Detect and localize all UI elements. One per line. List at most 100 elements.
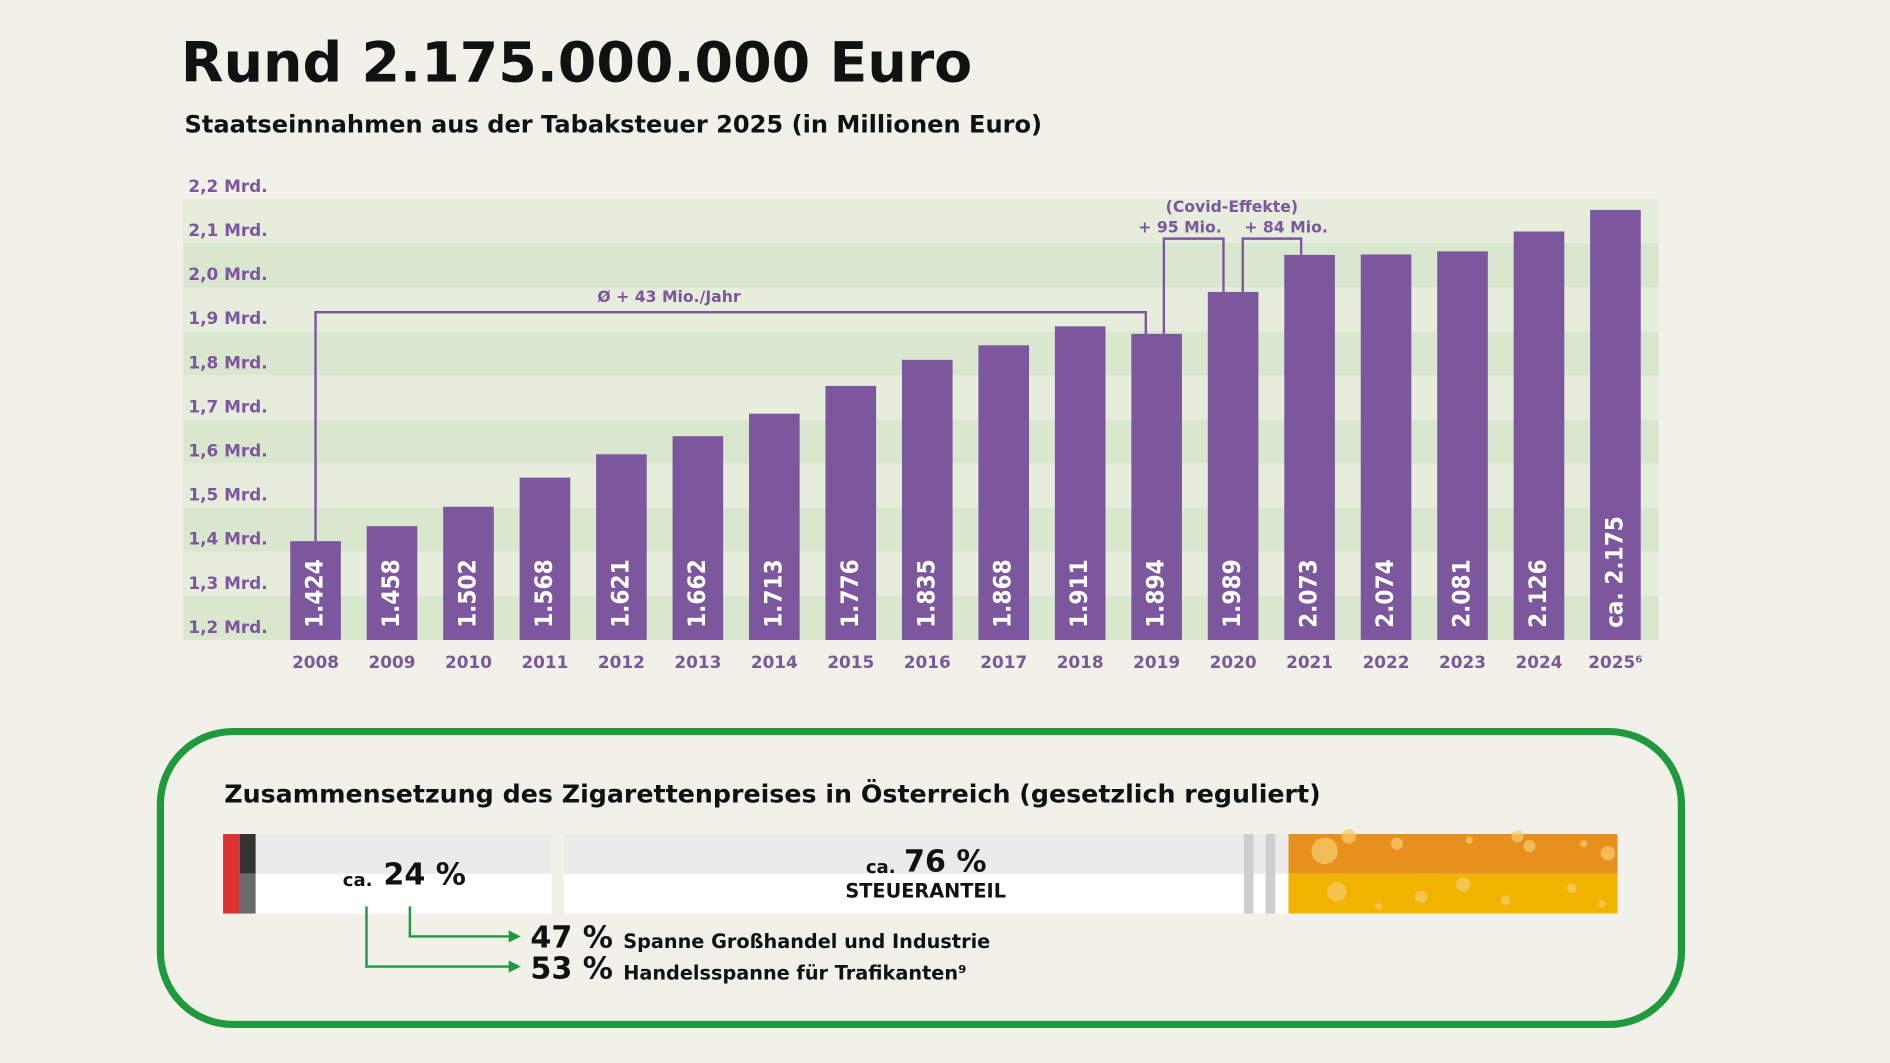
breakdown-frame <box>156 727 1686 1029</box>
filter-dot <box>1500 895 1511 906</box>
bar <box>519 477 571 640</box>
y-tick-label: 2,2 Mrd. <box>188 176 267 196</box>
value-label: ca. 2.175 <box>1600 516 1628 628</box>
bar <box>978 345 1030 640</box>
value-label: 2.081 <box>1448 559 1476 628</box>
paper-strip <box>1265 834 1276 914</box>
title: Rund 2.175.000.000 Euro <box>181 31 972 95</box>
value-label: 1.868 <box>989 559 1017 628</box>
x-tick-label: 2012 <box>598 652 645 672</box>
x-tick-label: 2013 <box>674 652 721 672</box>
plot: 1,2 Mrd. 1,3 Mrd. 1,4 Mrd. 1,5 Mrd. 1,6 Mrd.… <box>188 176 1642 672</box>
bar <box>443 506 494 640</box>
grid-band <box>183 242 1659 288</box>
filter-dot <box>1415 890 1428 903</box>
annotation: (Covid-Effekte) <box>1166 197 1298 216</box>
bar <box>1437 251 1488 640</box>
x-tick-label: 2015 <box>827 652 874 672</box>
filter-dot <box>1327 882 1347 902</box>
bar <box>1054 326 1106 640</box>
x-tick-label: 2018 <box>1057 652 1104 672</box>
filter-dot <box>1580 840 1588 848</box>
y-tick-label: 1,9 Mrd. <box>188 308 267 328</box>
bar <box>672 436 724 640</box>
filter-dot <box>1598 900 1606 908</box>
split-text: Spanne Großhandel und Industrie <box>623 930 990 953</box>
bar <box>1284 254 1335 640</box>
x-tick-label: 2023 <box>1439 652 1486 672</box>
segment-top <box>223 834 552 874</box>
subtitle: Staatseinnahmen aus der Tabaksteuer 2025… <box>185 110 1043 138</box>
annotation: + 95 Mio. <box>1138 217 1221 236</box>
share-label: 76 % <box>904 844 987 879</box>
split-text: Handelsspanne für Trafikanten⁹ <box>623 961 966 984</box>
filter-dot <box>1523 840 1536 853</box>
share-prefix: ca. <box>343 870 373 891</box>
value-label: 1.989 <box>1218 559 1246 628</box>
value-label: 1.502 <box>453 559 481 628</box>
dark-strip <box>239 834 256 874</box>
annotation: Ø + 43 Mio./Jahr <box>597 287 740 306</box>
y-tick-label: 1,2 Mrd. <box>188 617 267 637</box>
value-label: 2.073 <box>1295 559 1323 628</box>
y-tick-label: 1,8 Mrd. <box>188 352 267 372</box>
grid-band <box>183 287 1659 332</box>
y-tick-label: 1,4 Mrd. <box>188 529 267 549</box>
value-label: 1.776 <box>836 559 864 628</box>
red-strip <box>223 834 240 914</box>
value-label: 1.835 <box>912 559 940 628</box>
bar <box>749 413 800 640</box>
value-label: 1.713 <box>759 559 787 628</box>
filter-dot <box>1390 837 1403 850</box>
split-label: 53 % <box>530 952 613 987</box>
bar <box>1207 291 1259 640</box>
filter-top <box>1288 834 1618 874</box>
share-label: 24 % <box>383 858 466 893</box>
x-tick-label: 2025⁶ <box>1588 652 1642 672</box>
filter-dot <box>1465 836 1473 844</box>
paper-strip <box>1243 834 1254 914</box>
x-tick-label: 2011 <box>521 652 568 672</box>
value-label: 1.621 <box>606 559 634 628</box>
filter-dot <box>1375 902 1383 910</box>
arrow-head <box>508 930 521 943</box>
split-arrow <box>365 906 516 968</box>
filter-dot <box>1511 830 1524 843</box>
bar <box>1513 231 1565 640</box>
value-label: 2.074 <box>1371 559 1399 628</box>
annotation: + 84 Mio. <box>1244 217 1327 236</box>
y-tick-label: 1,3 Mrd. <box>188 573 267 593</box>
split-label: 47 % <box>530 920 613 955</box>
split-arrow <box>408 906 516 938</box>
value-label: 1.911 <box>1065 559 1093 628</box>
annotation-bracket <box>1241 237 1303 292</box>
x-tick-label: 2009 <box>369 652 416 672</box>
x-tick-label: 2022 <box>1363 652 1410 672</box>
x-tick-label: 2024 <box>1516 652 1563 672</box>
bar <box>825 385 877 640</box>
value-label: 2.126 <box>1524 559 1552 628</box>
value-label: 1.458 <box>377 559 405 628</box>
filter-dot <box>1600 846 1616 861</box>
x-tick-label: 2020 <box>1210 652 1257 672</box>
bar <box>1360 254 1412 640</box>
share-prefix: ca. <box>866 857 896 878</box>
x-tick-label: 2010 <box>445 652 492 672</box>
breakdown: ca. 24 % ca. 76 %STEUERANTEIL 47 % Spanne Gro… <box>223 829 1618 987</box>
y-tick-label: 1,7 Mrd. <box>188 396 267 416</box>
bar <box>1131 333 1182 640</box>
y-tick-label: 1,5 Mrd. <box>188 485 267 505</box>
filter-dot <box>1341 829 1356 844</box>
bar <box>366 526 418 640</box>
x-tick-label: 2019 <box>1133 652 1180 672</box>
y-tick-label: 2,1 Mrd. <box>188 220 267 240</box>
x-tick-label: 2014 <box>751 652 798 672</box>
bar <box>1590 209 1641 640</box>
bar <box>596 454 647 640</box>
value-label: 1.424 <box>301 559 329 628</box>
value-label: 1.894 <box>1142 559 1170 628</box>
annotation-bracket <box>1162 237 1225 334</box>
value-label: 1.568 <box>530 559 558 628</box>
bar <box>901 359 953 640</box>
